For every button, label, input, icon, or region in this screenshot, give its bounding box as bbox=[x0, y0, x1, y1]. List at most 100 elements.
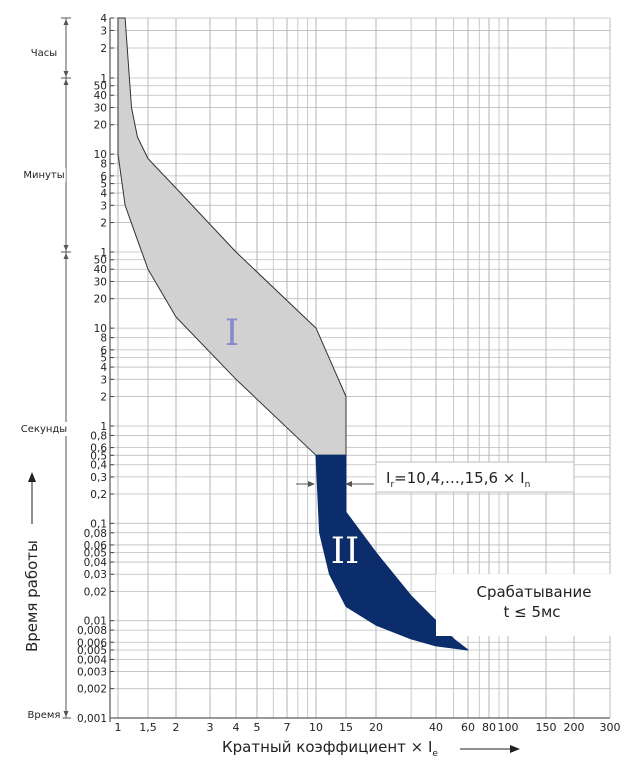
band-arrow bbox=[63, 253, 69, 259]
y-tick-label: 3 bbox=[100, 25, 107, 37]
band-arrow bbox=[63, 711, 69, 717]
y-tick-label: 6 bbox=[100, 171, 107, 183]
y-tick-label: 0,003 bbox=[77, 667, 107, 679]
y-tick-label: 5 bbox=[100, 353, 107, 365]
x-axis-arrow-head bbox=[510, 745, 520, 753]
y-tick-label: 0,5 bbox=[90, 450, 107, 462]
x-axis-title: Кратный коэффициент × Ie bbox=[222, 738, 438, 759]
y-tick-label: 50 bbox=[94, 81, 107, 93]
y-tick-label: 0,03 bbox=[84, 569, 107, 581]
chart-areas: III bbox=[117, 17, 469, 651]
band-arrow bbox=[63, 19, 69, 25]
chart-grid bbox=[110, 17, 611, 719]
x-tick-label: 4 bbox=[233, 721, 240, 734]
x-tick-label: 40 bbox=[429, 721, 443, 734]
y-tick-label: 0,04 bbox=[84, 557, 108, 569]
y-tick-label: 50 bbox=[94, 255, 107, 267]
y-tick-label: 40 bbox=[94, 264, 107, 276]
y-tick-label: 0,2 bbox=[90, 489, 107, 501]
chart-annotations: Срабатывание t ≤ 5мс Ir=10,4,…,15,6 × In bbox=[296, 461, 612, 636]
band-label: Секунды bbox=[21, 424, 67, 435]
band-label-bg bbox=[18, 422, 70, 436]
trip-line-2: t ≤ 5мс bbox=[503, 603, 560, 621]
band-arrow bbox=[63, 245, 69, 251]
y-tick-label: 20 bbox=[94, 294, 107, 306]
y-tick-label: 0,6 bbox=[90, 443, 107, 455]
y-tick-label: 3 bbox=[100, 200, 107, 212]
trip-line-1: Срабатывание bbox=[476, 583, 591, 601]
y-tick-label: 5 bbox=[100, 179, 107, 191]
y-tick-label: 0,004 bbox=[77, 654, 107, 666]
y-tick-label: 10 bbox=[94, 149, 107, 161]
band-label-bg bbox=[22, 168, 66, 182]
y-tick-label: 0,05 bbox=[84, 548, 107, 560]
y-tick-label: 0,02 bbox=[84, 586, 107, 598]
trip-box bbox=[436, 574, 612, 636]
y-tick-label: 30 bbox=[94, 102, 107, 114]
x-tick-label: 7 bbox=[284, 721, 291, 734]
time-bands: Часы Минуты Секунды Время bbox=[18, 17, 71, 722]
x-tick-label: 60 bbox=[461, 721, 475, 734]
x-tick-label: 150 bbox=[536, 721, 557, 734]
x-tick-label: 15 bbox=[339, 721, 353, 734]
setting-arrow-left-head bbox=[308, 481, 315, 487]
y-tick-label: 1 bbox=[100, 421, 107, 433]
y-tick-label: 10 bbox=[94, 323, 107, 335]
setting-label: Ir=10,4,…,15,6 × In bbox=[386, 469, 530, 490]
x-tick-label: 10 bbox=[309, 721, 323, 734]
x-tick-label: 1,5 bbox=[139, 721, 157, 734]
y-tick-label: 20 bbox=[94, 120, 107, 132]
y-tick-label: 4 bbox=[100, 13, 107, 25]
x-tick-label: 100 bbox=[498, 721, 519, 734]
y-tick-label: 0,1 bbox=[90, 518, 107, 530]
band-label-bg bbox=[25, 708, 63, 722]
y-tick-label: 0,3 bbox=[90, 472, 107, 484]
y-tick-label: 2 bbox=[100, 43, 107, 55]
x-tick-label: 2 bbox=[173, 721, 180, 734]
y-tick-label: 1 bbox=[100, 73, 107, 85]
setting-arrow-right-head bbox=[345, 481, 352, 487]
y-tick-label: 4 bbox=[100, 362, 107, 374]
x-tick-label: 300 bbox=[600, 721, 621, 734]
y-tick-label: 3 bbox=[100, 374, 107, 386]
y-tick-label: 0,005 bbox=[77, 645, 107, 657]
zone-II-area bbox=[315, 454, 469, 651]
y-tick-label: 0,006 bbox=[77, 637, 107, 649]
y-tick-label: 0,06 bbox=[84, 540, 108, 552]
y-tick-label: 2 bbox=[100, 392, 107, 404]
band-label: Время bbox=[28, 710, 61, 721]
band-label: Минуты bbox=[23, 170, 64, 181]
x-tick-label: 3 bbox=[207, 721, 214, 734]
band-label: Часы bbox=[31, 48, 57, 59]
y-tick-label: 0,01 bbox=[84, 616, 107, 628]
band-arrow bbox=[63, 71, 69, 77]
y-tick-label: 4 bbox=[100, 188, 107, 200]
y-axis-title: Время работы bbox=[23, 540, 41, 652]
y-tick-label: 8 bbox=[100, 159, 107, 171]
y-tick-label: 0,8 bbox=[90, 430, 107, 442]
y-tick-label: 2 bbox=[100, 218, 107, 230]
y-axis-arrow-head bbox=[28, 472, 36, 482]
y-tick-label: 40 bbox=[94, 90, 107, 102]
setting-box bbox=[375, 461, 575, 493]
x-tick-label: 200 bbox=[564, 721, 585, 734]
zone-II-label: II bbox=[331, 531, 359, 572]
y-tick-label: 0,001 bbox=[77, 713, 107, 725]
zone-I-area bbox=[117, 17, 347, 456]
y-tick-label: 0,4 bbox=[90, 460, 107, 472]
x-tick-label: 80 bbox=[482, 721, 496, 734]
y-tick-label: 1 bbox=[100, 247, 107, 259]
y-tick-label: 30 bbox=[94, 276, 107, 288]
y-tick-label: 0,008 bbox=[77, 625, 107, 637]
axis-titles: Кратный коэффициент × Ie Время работы bbox=[23, 472, 520, 759]
band-label-bg bbox=[28, 46, 60, 60]
x-tick-label: 20 bbox=[369, 721, 383, 734]
band-arrow bbox=[63, 79, 69, 85]
y-tick-label: 0,002 bbox=[77, 684, 107, 696]
y-tick-labels: 432150403020108654321504030201086543210,… bbox=[77, 13, 114, 725]
y-tick-label: 6 bbox=[100, 345, 107, 357]
y-tick-label: 0,08 bbox=[84, 528, 107, 540]
y-tick-label: 8 bbox=[100, 333, 107, 345]
x-tick-labels: 1 1,5 2 3 4 5 7 10 15 20 40 60 80 100 150 200 300 bbox=[115, 721, 621, 734]
